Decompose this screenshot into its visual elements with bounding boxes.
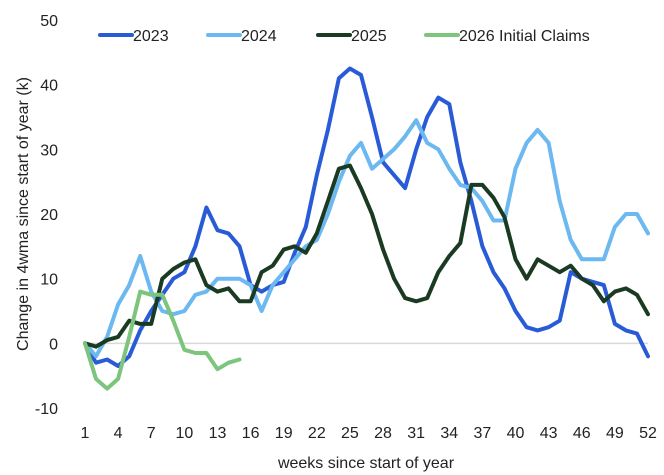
series-line-2026-initial-claims xyxy=(83,289,242,391)
y-tick-label: 40 xyxy=(40,78,58,95)
x-tick-label: 7 xyxy=(147,425,156,442)
y-tick-label: 10 xyxy=(40,272,58,289)
x-tick-label: 4 xyxy=(114,425,123,442)
x-tick-label: 10 xyxy=(175,425,193,442)
series-line-2024 xyxy=(83,118,650,359)
x-tick-label: 13 xyxy=(209,425,227,442)
x-tick-label: 31 xyxy=(407,425,425,442)
x-tick-label: 25 xyxy=(341,425,359,442)
x-tick-label: 43 xyxy=(540,425,558,442)
x-tick-label: 1 xyxy=(81,425,90,442)
y-tick-label: 30 xyxy=(40,142,58,159)
legend-label: 2026 Initial Claims xyxy=(459,28,590,45)
y-axis: -10 0 10 20 30 40 50 xyxy=(35,13,58,418)
series-line-2023 xyxy=(83,66,650,368)
x-tick-label: 16 xyxy=(242,425,260,442)
y-tick-label: -10 xyxy=(35,401,58,418)
x-tick-label: 52 xyxy=(639,425,657,442)
legend-label: 2024 xyxy=(241,28,277,45)
x-axis: 1 4 7 10 13 16 19 22 25 28 31 34 37 40 43 46 49 52 xyxy=(81,425,657,442)
legend: 2023 2024 2025 2026 Initial Claims xyxy=(98,28,590,45)
x-tick-label: 49 xyxy=(606,425,624,442)
legend-label: 2025 xyxy=(351,28,387,45)
y-tick-label: 50 xyxy=(40,13,58,30)
x-tick-label: 37 xyxy=(474,425,492,442)
series-group xyxy=(83,66,650,391)
x-tick-label: 19 xyxy=(275,425,293,442)
series-line-2025 xyxy=(83,163,650,349)
y-axis-label: Change in 4wma since start of year (k) xyxy=(15,77,32,351)
x-tick-label: 40 xyxy=(507,425,525,442)
x-tick-label: 22 xyxy=(308,425,326,442)
x-tick-label: 28 xyxy=(374,425,392,442)
legend-label: 2023 xyxy=(133,28,169,45)
x-tick-label: 34 xyxy=(440,425,458,442)
y-tick-label: 20 xyxy=(40,207,58,224)
x-axis-label: weeks since start of year xyxy=(277,455,455,472)
y-tick-label: 0 xyxy=(49,336,58,353)
x-tick-label: 46 xyxy=(573,425,591,442)
